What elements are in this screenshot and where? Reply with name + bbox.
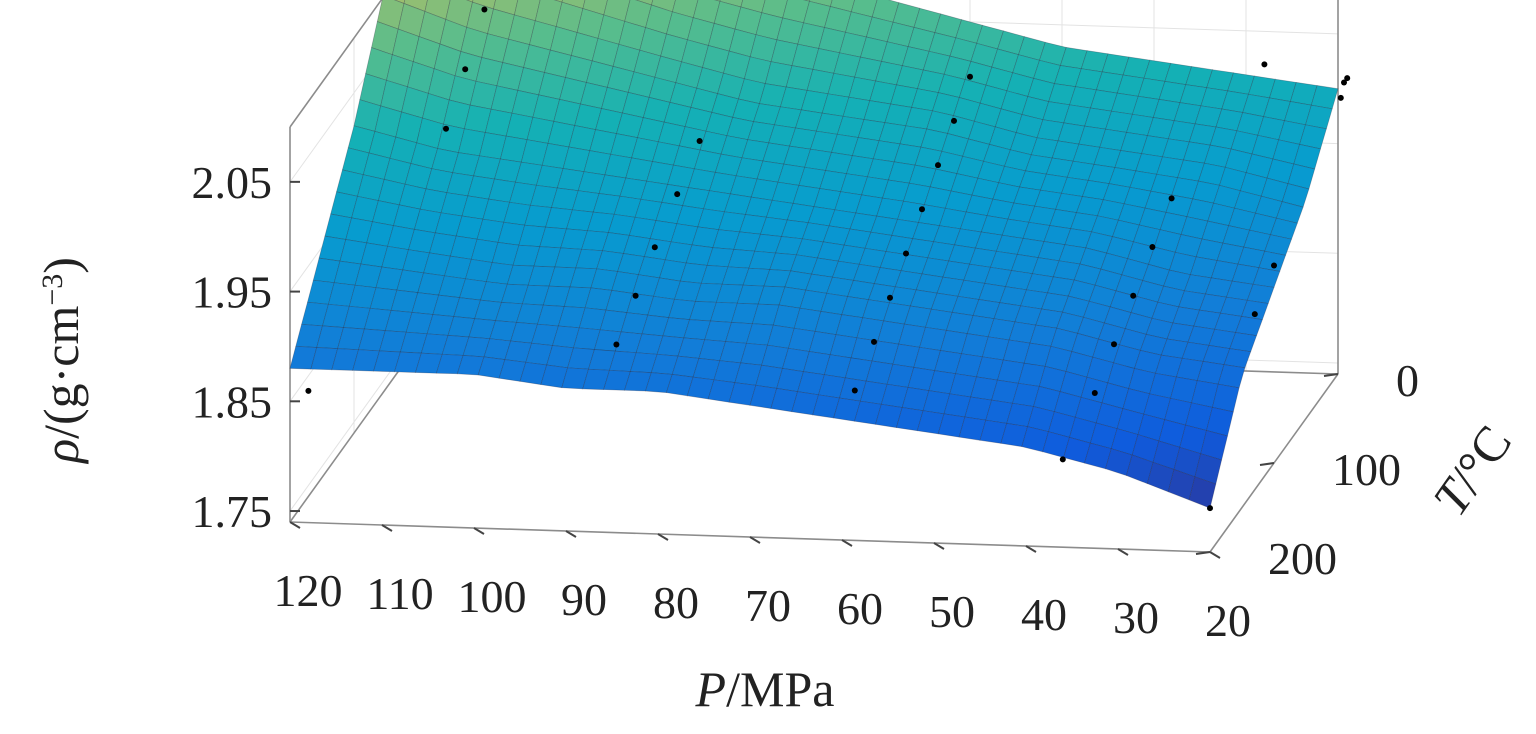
data-point — [871, 338, 877, 345]
y-tick — [1323, 373, 1339, 377]
data-point — [1271, 262, 1277, 269]
x-tick — [473, 527, 485, 535]
x-tick — [657, 533, 669, 541]
y-tick — [1195, 551, 1211, 555]
x-tick-label: 80 — [653, 577, 699, 628]
x-tick-label: 90 — [561, 574, 607, 625]
x-tick — [1117, 548, 1129, 556]
x-tick — [841, 539, 853, 547]
data-point — [613, 341, 620, 348]
y-tick — [1259, 462, 1275, 466]
data-point — [919, 206, 925, 213]
data-point — [1059, 456, 1066, 463]
data-point — [887, 294, 893, 301]
x-tick — [1025, 545, 1037, 553]
box-edge — [289, 343, 419, 523]
x-tick-label: 20 — [1205, 595, 1251, 646]
z-tick-label: 1.75 — [192, 486, 273, 537]
tick-marks — [289, 180, 1339, 559]
data-point — [935, 162, 941, 169]
y-axis-title: T/°C — [1422, 415, 1522, 525]
data-point — [903, 250, 909, 257]
z-tick-label: 2.05 — [192, 157, 273, 208]
data-point — [1130, 292, 1137, 299]
box-edge — [289, 0, 383, 128]
x-tick-label: 40 — [1021, 589, 1067, 640]
y-tick-label: 0 — [1396, 355, 1419, 406]
tick-labels: 120 110 100 90 80 70 60 50 40 30 2001002001.751.85… — [192, 157, 1420, 646]
data-point — [651, 244, 658, 251]
data-point — [1207, 505, 1213, 512]
x-tick-label: 30 — [1113, 592, 1159, 643]
x-tick-label: 70 — [745, 580, 791, 631]
data-point — [632, 292, 639, 299]
x-tick — [289, 521, 301, 529]
data-point — [851, 387, 858, 394]
data-point — [1091, 390, 1098, 396]
data-point — [674, 191, 681, 198]
data-point — [1341, 79, 1347, 86]
x-tick — [933, 542, 945, 550]
data-point — [1168, 195, 1175, 202]
data-point — [1261, 61, 1268, 68]
data-point — [1251, 311, 1258, 318]
data-point — [696, 138, 703, 144]
z-axis-title: ρ/(g·cm−3) — [33, 257, 89, 465]
data-point — [951, 117, 957, 124]
x-tick-label: 60 — [837, 583, 883, 634]
data-points — [305, 6, 1351, 512]
y-tick-label: 200 — [1268, 533, 1337, 584]
data-point — [967, 73, 973, 80]
y-tick-label: 100 — [1332, 444, 1401, 495]
x-tick-label: 50 — [929, 586, 975, 637]
data-point — [1344, 75, 1351, 82]
x-tick — [381, 524, 393, 532]
data-point — [462, 66, 469, 73]
data-point — [305, 387, 312, 394]
data-point — [1111, 341, 1117, 348]
surface-mesh — [289, 0, 1339, 509]
x-tick-label: 100 — [458, 571, 527, 622]
x-tick — [565, 530, 577, 538]
data-point — [1337, 94, 1344, 101]
x-axis-title: P/MPa — [695, 661, 835, 717]
x-tick — [1209, 551, 1221, 559]
data-point — [443, 125, 449, 132]
x-tick-label: 120 — [274, 565, 343, 616]
data-point — [481, 6, 488, 13]
z-tick-label: 1.95 — [192, 267, 273, 318]
x-tick-label: 110 — [366, 568, 433, 619]
data-point — [1149, 244, 1156, 250]
z-tick-label: 1.85 — [192, 376, 273, 427]
x-tick — [749, 536, 761, 544]
